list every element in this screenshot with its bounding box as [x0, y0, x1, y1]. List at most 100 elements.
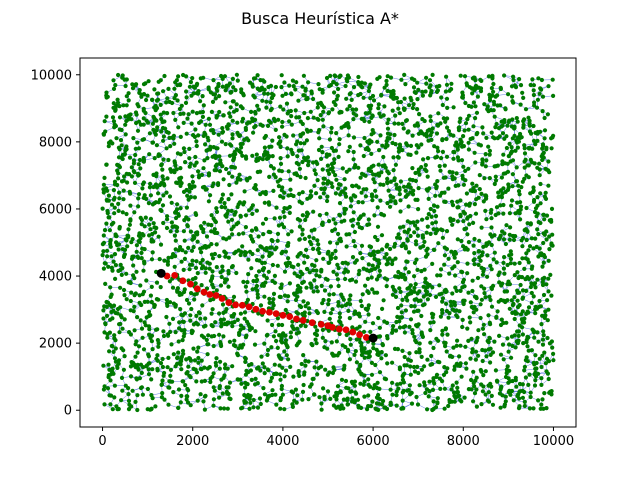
graph-node — [212, 218, 218, 223]
graph-node — [526, 382, 531, 387]
graph-node — [482, 332, 487, 337]
graph-node — [142, 247, 147, 252]
graph-node — [339, 304, 345, 309]
graph-node — [297, 224, 302, 229]
graph-node — [262, 371, 267, 376]
graph-node — [423, 89, 428, 94]
graph-node — [522, 143, 527, 148]
graph-node — [352, 260, 358, 265]
x-tick-label: 8000 — [447, 434, 480, 449]
graph-node — [449, 81, 454, 86]
graph-node — [294, 310, 299, 315]
graph-node — [429, 214, 434, 219]
path-point — [335, 325, 343, 333]
graph-node — [385, 88, 390, 94]
graph-node — [120, 266, 125, 271]
graph-node — [513, 375, 518, 380]
graph-node — [324, 152, 329, 157]
graph-node — [134, 243, 139, 248]
graph-node — [451, 345, 456, 350]
graph-node — [336, 266, 341, 271]
graph-node — [471, 310, 476, 315]
graph-node — [380, 143, 385, 148]
graph-node — [278, 377, 283, 382]
graph-node — [527, 244, 533, 249]
graph-node — [483, 208, 488, 213]
graph-node — [344, 77, 349, 82]
graph-node — [499, 317, 504, 322]
graph-node — [378, 198, 383, 203]
graph-node — [385, 176, 390, 181]
graph-node — [155, 91, 160, 96]
graph-node — [493, 178, 499, 183]
graph-node — [385, 121, 390, 126]
graph-node — [283, 338, 289, 343]
graph-node — [425, 156, 431, 161]
graph-node — [337, 350, 342, 356]
graph-node — [502, 255, 507, 260]
graph-node — [536, 220, 541, 225]
graph-node — [390, 108, 395, 113]
graph-node — [526, 115, 531, 120]
graph-node — [273, 84, 278, 90]
graph-node — [269, 95, 274, 101]
graph-node — [549, 293, 554, 298]
graph-node — [483, 152, 488, 157]
graph-node — [218, 270, 223, 275]
graph-node — [360, 85, 365, 90]
graph-node — [211, 92, 216, 97]
graph-node — [237, 172, 242, 177]
graph-node — [397, 111, 402, 116]
graph-node — [435, 179, 440, 184]
graph-node — [195, 322, 200, 327]
graph-node — [508, 159, 513, 164]
graph-node — [211, 181, 216, 186]
graph-node — [411, 309, 417, 314]
path-series — [163, 271, 370, 341]
graph-node — [174, 215, 179, 221]
graph-node — [189, 306, 194, 312]
graph-node — [169, 220, 174, 225]
graph-node — [433, 294, 439, 299]
graph-node — [321, 256, 326, 261]
graph-node — [423, 288, 428, 293]
graph-node — [400, 377, 405, 382]
graph-node — [187, 156, 192, 161]
graph-node — [356, 200, 361, 205]
graph-node — [515, 210, 520, 215]
graph-node — [176, 125, 181, 130]
graph-node — [512, 273, 517, 278]
graph-node — [415, 291, 420, 296]
graph-node — [111, 349, 116, 354]
graph-node — [314, 191, 319, 196]
graph-node — [428, 206, 433, 212]
path-point — [171, 271, 179, 279]
graph-node — [150, 140, 155, 145]
graph-node — [414, 150, 419, 155]
graph-node — [410, 328, 415, 333]
graph-node — [129, 290, 134, 295]
graph-node — [434, 89, 440, 94]
graph-node — [100, 253, 105, 258]
graph-node — [373, 362, 378, 368]
graph-node — [320, 167, 325, 172]
graph-node — [251, 405, 256, 410]
graph-node — [443, 327, 448, 332]
graph-node — [414, 323, 419, 328]
graph-node — [533, 353, 538, 358]
graph-node — [546, 159, 551, 164]
graph-node — [228, 114, 233, 119]
graph-node — [340, 260, 345, 266]
graph-node — [120, 73, 125, 78]
graph-node — [315, 161, 320, 166]
graph-node — [135, 315, 140, 320]
graph-node — [402, 330, 407, 335]
graph-node — [336, 186, 341, 191]
graph-node — [277, 140, 282, 145]
graph-nodes — [100, 72, 556, 413]
graph-node — [390, 292, 395, 297]
graph-node — [226, 197, 231, 202]
graph-node — [307, 306, 312, 311]
path-point — [193, 285, 201, 293]
graph-node — [180, 248, 185, 253]
